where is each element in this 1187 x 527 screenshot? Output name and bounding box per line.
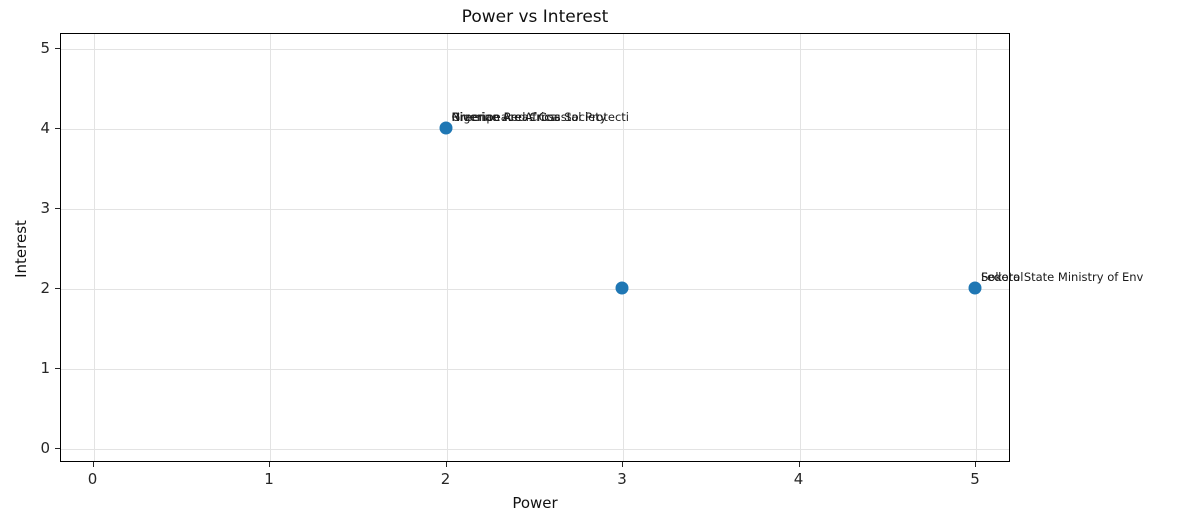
- gridline-vertical: [799, 34, 801, 461]
- chart-title: Power vs Interest: [461, 7, 609, 27]
- data-point: [968, 281, 982, 295]
- y-tick-label: 1: [40, 359, 50, 377]
- gridline-vertical: [446, 34, 448, 461]
- gridline-horizontal: [61, 49, 1009, 50]
- gridline-horizontal: [61, 369, 1009, 370]
- point-annotation: Greenpeace Africa: [451, 110, 558, 124]
- gridline-vertical: [270, 34, 271, 461]
- plot-area: [60, 33, 1010, 462]
- x-tick-mark: [975, 462, 976, 467]
- x-tick-label: 0: [87, 470, 98, 488]
- gridline-vertical: [93, 34, 95, 461]
- y-tick-mark: [55, 128, 60, 129]
- gridline-horizontal: [61, 129, 1009, 130]
- gridline-horizontal: [61, 449, 1009, 450]
- point-annotation: Sokoto State Ministry of Env: [981, 270, 1144, 284]
- y-axis-label: Interest: [12, 220, 30, 278]
- x-tick-label: 4: [793, 470, 804, 488]
- point-annotation: Riverine Areas Coastal Protecti: [451, 110, 630, 124]
- y-tick-label: 5: [40, 39, 50, 57]
- x-tick-mark: [445, 462, 447, 467]
- point-annotation: Nigerian Red Cross Society: [451, 110, 607, 124]
- y-tick-label: 0: [40, 439, 50, 457]
- point-annotation: Federal: [981, 270, 1024, 284]
- y-tick-label: 4: [40, 119, 50, 137]
- y-tick-mark: [55, 208, 60, 209]
- x-tick-mark: [92, 462, 94, 467]
- gridline-horizontal: [61, 209, 1009, 210]
- x-axis-label: Power: [512, 494, 558, 512]
- x-tick-label: 2: [440, 470, 451, 488]
- data-point: [615, 281, 629, 295]
- data-point: [439, 121, 452, 135]
- x-tick-mark: [269, 462, 270, 467]
- x-tick-label: 3: [617, 470, 627, 488]
- gridline-vertical: [623, 34, 624, 461]
- x-tick-label: 5: [970, 470, 980, 488]
- gridline-vertical: [976, 34, 977, 461]
- x-tick-mark: [798, 462, 800, 467]
- y-tick-label: 3: [40, 199, 50, 217]
- y-tick-label: 2: [40, 279, 50, 297]
- y-tick-mark: [55, 368, 60, 369]
- y-tick-mark: [55, 448, 60, 449]
- x-tick-mark: [622, 462, 623, 467]
- x-tick-label: 1: [264, 470, 274, 488]
- gridline-horizontal: [61, 289, 1009, 290]
- y-tick-mark: [55, 48, 60, 49]
- y-tick-mark: [55, 288, 60, 289]
